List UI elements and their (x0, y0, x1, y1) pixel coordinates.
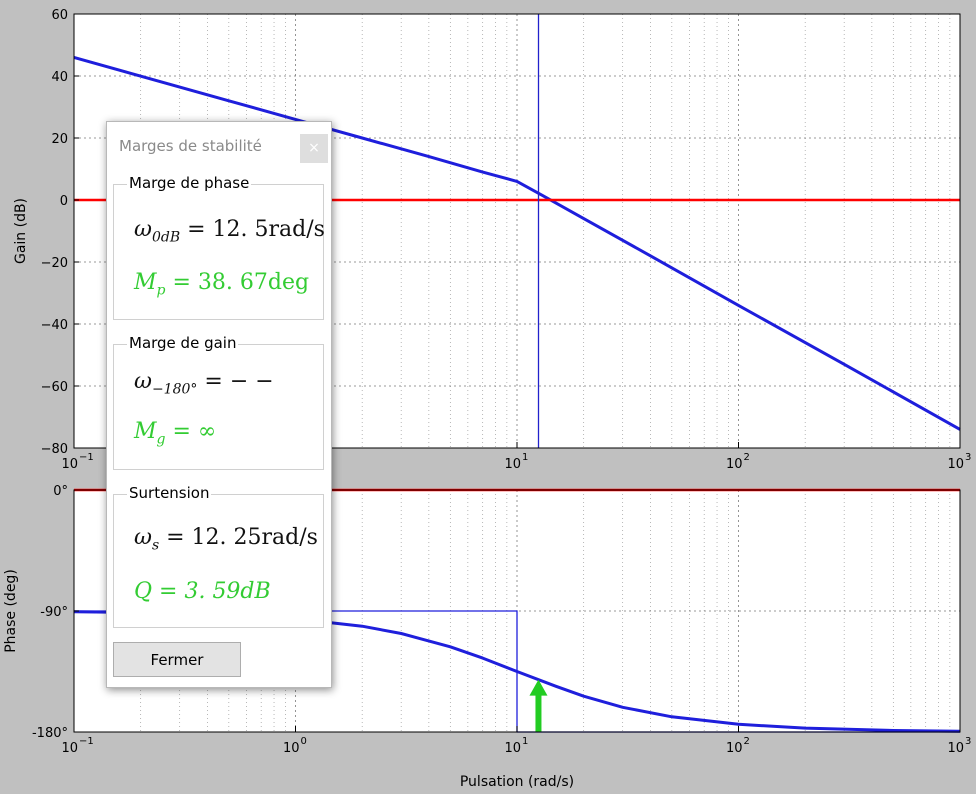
gain-x-tick-exponent: 3 (965, 452, 971, 463)
q-factor-value: Q = 3. 59dB (134, 579, 271, 604)
gain-margin-value: Mg = ∞ (134, 419, 216, 447)
phase-x-tick-label: 10 (947, 741, 964, 756)
phase-margin-group: Marge de phase ω0dB = 12. 5rad/s Mp = 38… (113, 174, 325, 320)
phase-x-tick-exponent: −1 (79, 736, 94, 747)
gain-margin-label: Marge de gain (127, 334, 239, 352)
omega-value: = 12. 25rad/s (159, 525, 318, 550)
margin-subscript: p (156, 282, 166, 299)
omega-symbol: ω (134, 217, 152, 242)
omega-value: = − − (197, 369, 274, 394)
omega-subscript: 0dB (151, 229, 181, 246)
phase-x-tick-label: 10 (726, 741, 743, 756)
phase-x-tick-exponent: 1 (522, 736, 528, 747)
phase-x-tick-exponent: 0 (301, 736, 307, 747)
gain-axis-label: Gain (dB) (13, 198, 29, 264)
margin-value: = ∞ (165, 419, 217, 444)
surtension-group: Surtension ωs = 12. 25rad/s Q = 3. 59dB (113, 484, 324, 628)
gain-x-tick-exponent: 1 (522, 452, 528, 463)
close-icon[interactable]: × (300, 134, 328, 163)
resonance-frequency: ωs = 12. 25rad/s (134, 525, 318, 553)
gain-y-tick-label: 0 (60, 194, 68, 209)
margin-symbol: M (134, 270, 157, 295)
gain-x-tick-label: 10 (947, 457, 964, 472)
gain-x-tick-label: 10 (504, 457, 521, 472)
gain-x-tick-label: 10 (61, 457, 78, 472)
omega-subscript: −180° (151, 381, 198, 398)
gain-y-tick-label: −60 (41, 380, 68, 395)
gain-series-1 (73, 56, 961, 430)
gain-y-tick-label: −40 (41, 318, 68, 333)
omega-subscript: s (151, 537, 160, 554)
phase-margin-value: Mp = 38. 67deg (134, 270, 309, 298)
phase-x-tick-label: 10 (61, 741, 78, 756)
resonance-arrow-head (529, 679, 548, 696)
phase-x-tick-label: 10 (283, 741, 300, 756)
dialog-title: Marges de stabilité (119, 137, 262, 155)
surtension-label: Surtension (127, 484, 212, 502)
stability-margins-dialog: Marges de stabilité × Marge de phase ω0d… (106, 121, 332, 688)
gain-x-tick-label: 10 (726, 457, 743, 472)
gain-y-tick-label: −20 (41, 256, 68, 271)
gain-y-tick-label: 20 (51, 132, 68, 147)
phase-x-tick-label: 10 (504, 741, 521, 756)
gain-y-tick-label: 60 (51, 8, 68, 23)
margin-value: = 38. 67deg (165, 270, 310, 295)
phase-axis-label: Phase (deg) (3, 569, 19, 653)
gain-y-tick-label: −80 (41, 442, 68, 457)
phase-crossover-frequency: ω0dB = 12. 5rad/s (134, 217, 325, 245)
margin-subscript: g (156, 431, 166, 448)
gain-y-tick-label: 40 (51, 70, 68, 85)
phase-y-tick-label: -90° (40, 605, 68, 620)
omega-symbol: ω (134, 369, 152, 394)
gain-crossover-frequency: ω−180° = − − (134, 369, 274, 397)
phase-x-tick-exponent: 3 (965, 736, 971, 747)
phase-x-tick-exponent: 2 (744, 736, 750, 747)
margin-symbol: M (134, 419, 157, 444)
phase-y-tick-label: 0° (53, 484, 68, 499)
phase-ticks: 0°-90°-180°10 −1 10 0 10 1 10 2 10 3 (32, 484, 971, 756)
gain-x-tick-exponent: −1 (79, 452, 94, 463)
gain-x-tick-exponent: 2 (744, 452, 750, 463)
close-button[interactable]: Fermer (113, 642, 241, 677)
x-axis-label: Pulsation (rad/s) (460, 774, 574, 790)
phase-y-tick-label: -180° (32, 726, 68, 741)
gain-margin-group: Marge de gain ω−180° = − − Mg = ∞ (113, 334, 324, 470)
omega-value: = 12. 5rad/s (180, 217, 325, 242)
phase-margin-label: Marge de phase (127, 174, 252, 192)
omega-symbol: ω (134, 525, 152, 550)
